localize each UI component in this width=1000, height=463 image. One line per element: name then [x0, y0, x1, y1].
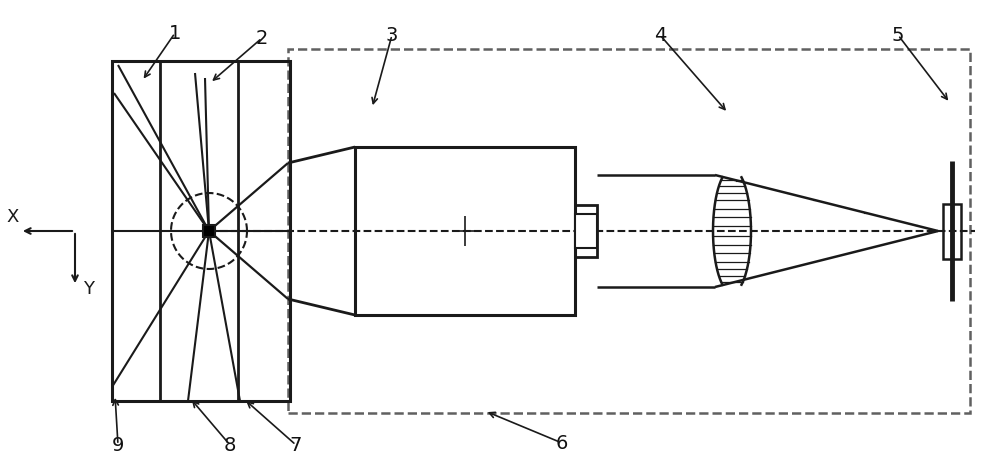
- Text: 5: 5: [892, 26, 904, 45]
- Bar: [160, 62, 238, 401]
- Text: 9: 9: [112, 436, 124, 455]
- Text: 6: 6: [556, 433, 568, 452]
- Bar: [943, 204, 961, 259]
- Bar: [288, 50, 970, 413]
- Bar: [203, 225, 215, 238]
- Text: Y: Y: [84, 279, 94, 297]
- Text: 1: 1: [169, 25, 181, 44]
- Bar: [112, 62, 290, 401]
- Text: 4: 4: [654, 26, 666, 45]
- Text: 3: 3: [386, 26, 398, 45]
- Text: X: X: [7, 207, 19, 225]
- Text: 7: 7: [290, 436, 302, 455]
- Bar: [355, 148, 575, 315]
- Text: 2: 2: [256, 30, 268, 49]
- Text: 8: 8: [224, 436, 236, 455]
- Bar: [575, 214, 597, 249]
- Bar: [575, 206, 597, 257]
